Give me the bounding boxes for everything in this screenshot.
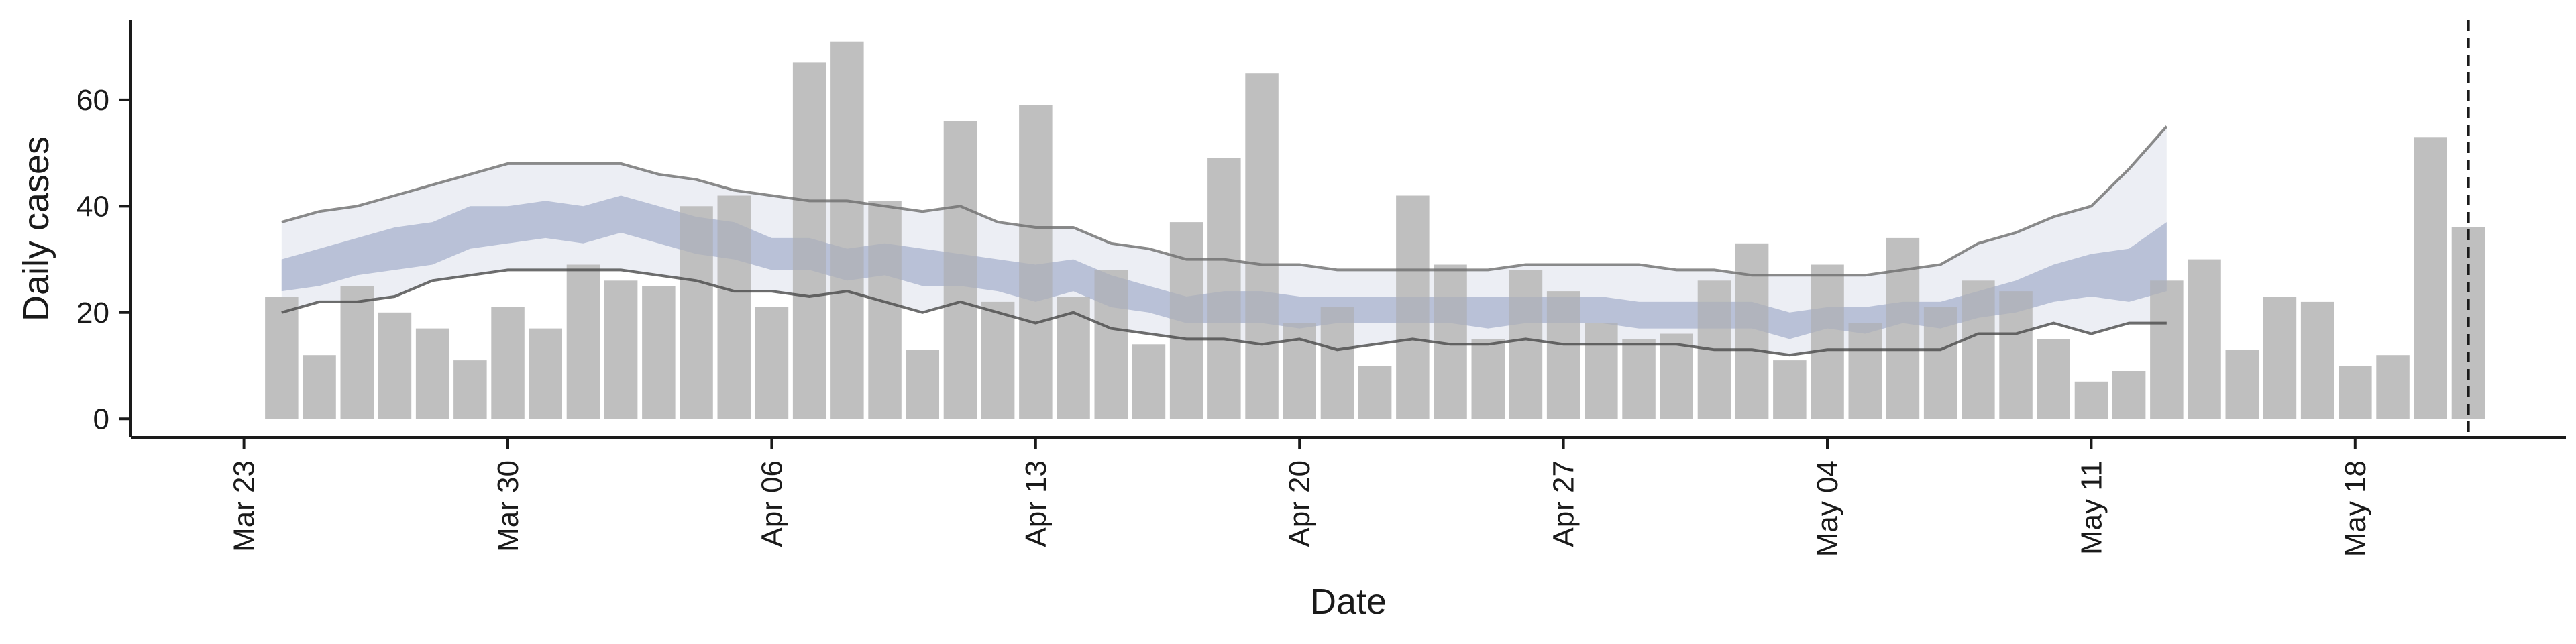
- bar-day-18: [906, 350, 939, 419]
- bar-day-14: [755, 307, 789, 419]
- bar-day-1: [265, 297, 299, 419]
- bar-day-33: [1471, 339, 1505, 419]
- bar-day-38: [1660, 333, 1693, 419]
- daily-case-bars: [265, 41, 2485, 419]
- bar-day-26: [1208, 158, 1241, 419]
- bar-day-2: [303, 355, 336, 419]
- bar-day-9: [566, 264, 600, 419]
- x-tick-label-may-18: May 18: [2339, 460, 2372, 557]
- bar-day-17: [868, 201, 902, 419]
- bar-day-58: [2414, 137, 2447, 419]
- bar-day-55: [2300, 301, 2334, 419]
- bar-day-52: [2188, 259, 2221, 419]
- bar-day-47: [1999, 291, 2033, 419]
- bar-day-4: [378, 312, 412, 419]
- bar-day-23: [1094, 270, 1128, 419]
- x-tick-label-mar-23: Mar 23: [228, 460, 261, 552]
- upper-bound-line: [281, 125, 2168, 277]
- bar-day-43: [1848, 323, 1882, 419]
- x-tick-label-may-04: May 04: [1811, 460, 1844, 557]
- tick-labels: 0 20 40 60 Mar 23 Mar 30 Apr 06 Apr 13 Apr 20 Apr…: [76, 84, 2372, 557]
- y-tick-label-60: 60: [76, 84, 109, 117]
- x-axis-label: Date: [1310, 582, 1387, 622]
- inner-band: [281, 195, 2167, 339]
- bar-day-30: [1358, 366, 1392, 419]
- x-tick-label-apr-27: Apr 27: [1548, 460, 1580, 547]
- bar-day-44: [1886, 237, 1920, 419]
- outer-band: [281, 126, 2167, 356]
- inner-band-overlay: [281, 195, 2167, 339]
- bar-day-6: [453, 360, 487, 419]
- y-tick-label-20: 20: [76, 297, 109, 329]
- x-tick-label-mar-30: Mar 30: [492, 460, 525, 552]
- bar-day-51: [2150, 280, 2184, 419]
- bar-day-50: [2112, 371, 2146, 419]
- bar-day-41: [1773, 360, 1807, 419]
- bar-day-13: [717, 195, 751, 419]
- bar-day-56: [2339, 366, 2372, 419]
- y-tick-label-40: 40: [76, 190, 109, 223]
- bar-day-45: [1923, 307, 1957, 419]
- bar-day-53: [2225, 350, 2259, 419]
- bar-day-57: [2376, 355, 2410, 419]
- y-tick-label-0: 0: [93, 402, 109, 435]
- bar-day-31: [1396, 195, 1430, 419]
- bar-day-42: [1811, 264, 1844, 419]
- bar-day-34: [1509, 270, 1543, 419]
- lower-bound-line: [281, 268, 2167, 357]
- forecast-bands: [281, 126, 2167, 356]
- bar-day-15: [792, 62, 826, 419]
- bar-day-19: [943, 121, 977, 419]
- x-tick-label-may-11: May 11: [2075, 460, 2108, 555]
- bar-day-54: [2263, 297, 2297, 419]
- bar-day-12: [680, 206, 713, 419]
- bar-day-21: [1019, 105, 1053, 419]
- y-axis-label: Daily cases: [16, 136, 56, 321]
- bar-day-29: [1320, 307, 1354, 419]
- axes: [129, 20, 2566, 439]
- bar-day-11: [642, 286, 676, 419]
- bar-day-8: [529, 328, 562, 419]
- x-tick-label-apr-13: Apr 13: [1020, 460, 1053, 547]
- bar-day-36: [1585, 323, 1618, 419]
- bar-day-16: [830, 41, 864, 419]
- bar-day-20: [981, 301, 1015, 419]
- x-tick-label-apr-20: Apr 20: [1283, 460, 1316, 547]
- band-boundary-lines: [281, 125, 2168, 357]
- bar-day-46: [1962, 280, 1995, 419]
- bar-day-28: [1283, 323, 1316, 419]
- bar-day-24: [1132, 344, 1166, 419]
- bar-day-10: [604, 280, 638, 419]
- bar-day-27: [1245, 73, 1279, 419]
- bar-day-37: [1622, 339, 1656, 419]
- bar-day-48: [2037, 339, 2070, 419]
- x-tick-label-apr-06: Apr 06: [755, 460, 788, 547]
- bar-day-49: [2074, 381, 2108, 419]
- bar-day-35: [1546, 291, 1580, 419]
- bar-day-5: [415, 328, 449, 419]
- bar-day-3: [340, 286, 374, 419]
- bar-day-7: [491, 307, 525, 419]
